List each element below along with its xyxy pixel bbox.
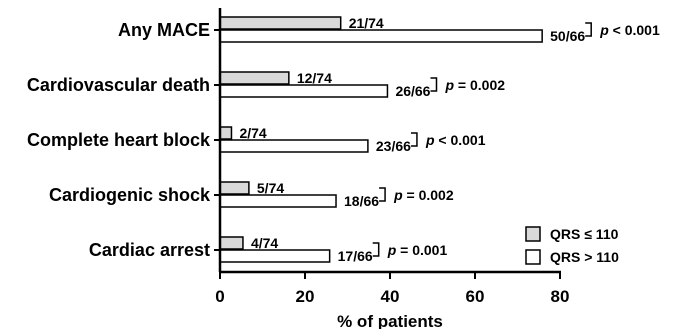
- p-value-cardiogenic-shock: p = 0.002: [393, 187, 454, 203]
- x-tick-label-0: 0: [215, 287, 224, 306]
- count-label-cardiac-arrest-qrs-le-110: 4/74: [251, 235, 278, 251]
- x-tick-label-40: 40: [381, 287, 400, 306]
- count-label-any-mace-qrs-gt-110: 50/66: [550, 28, 585, 44]
- significance-bracket-complete-heart-block: [410, 132, 418, 147]
- count-label-complete-heart-block-qrs-le-110: 2/74: [239, 125, 266, 141]
- count-label-cardiovascular-death-qrs-gt-110: 26/66: [395, 83, 430, 99]
- bar-cardiogenic-shock-qrs-le-110: [219, 181, 250, 195]
- category-label-any-mace: Any MACE: [118, 20, 210, 40]
- p-value-any-mace: p < 0.001: [599, 22, 660, 38]
- significance-bracket-cardiac-arrest: [372, 242, 380, 257]
- bar-complete-heart-block-qrs-gt-110: [219, 139, 369, 153]
- p-value-cardiovascular-death: p = 0.002: [444, 77, 505, 93]
- x-tick-label-60: 60: [466, 287, 485, 306]
- p-value-cardiac-arrest: p = 0.001: [387, 242, 448, 258]
- category-label-cardiogenic-shock: Cardiogenic shock: [49, 185, 211, 205]
- x-tick-label-20: 20: [296, 287, 315, 306]
- x-axis-title: % of patients: [337, 312, 443, 329]
- x-tick-label-80: 80: [551, 287, 570, 306]
- bar-any-mace-qrs-le-110: [219, 16, 342, 30]
- count-label-cardiac-arrest-qrs-gt-110: 17/66: [338, 248, 373, 264]
- bar-cardiovascular-death-qrs-gt-110: [219, 84, 389, 98]
- legend-swatch-qrs-le-110: [525, 226, 541, 242]
- bars-layer: Any MACE 21/74 50/66 p < 0.001 Cardiovascula…: [27, 15, 660, 264]
- category-label-cardiovascular-death: Cardiovascular death: [27, 75, 210, 95]
- count-label-cardiogenic-shock-qrs-gt-110: 18/66: [344, 193, 379, 209]
- count-label-any-mace-qrs-le-110: 21/74: [349, 15, 384, 31]
- bar-cardiac-arrest-qrs-le-110: [219, 236, 244, 250]
- bar-any-mace-qrs-gt-110: [219, 29, 543, 43]
- bar-cardiovascular-death-qrs-le-110: [219, 71, 290, 85]
- legend-swatch-qrs-gt-110: [525, 249, 541, 265]
- significance-bracket-any-mace: [585, 22, 592, 37]
- count-label-cardiogenic-shock-qrs-le-110: 5/74: [257, 180, 284, 196]
- bar-cardiogenic-shock-qrs-gt-110: [219, 194, 337, 208]
- count-label-cardiovascular-death-qrs-le-110: 12/74: [297, 70, 332, 86]
- p-value-complete-heart-block: p < 0.001: [425, 132, 486, 148]
- legend-label-qrs-le-110: QRS ≤ 110: [550, 226, 619, 242]
- ticks-layer: 0 20 40 60 80: [214, 29, 570, 306]
- significance-bracket-cardiogenic-shock: [379, 187, 386, 202]
- bar-cardiac-arrest-qrs-gt-110: [219, 249, 331, 263]
- bar-complete-heart-block-qrs-le-110: [219, 126, 233, 140]
- category-label-complete-heart-block: Complete heart block: [27, 130, 211, 150]
- category-label-cardiac-arrest: Cardiac arrest: [89, 240, 210, 260]
- legend: QRS ≤ 110 QRS > 110: [525, 226, 619, 265]
- significance-bracket-cardiovascular-death: [430, 77, 438, 92]
- legend-label-qrs-gt-110: QRS > 110: [550, 249, 619, 265]
- count-label-complete-heart-block-qrs-gt-110: 23/66: [376, 138, 411, 154]
